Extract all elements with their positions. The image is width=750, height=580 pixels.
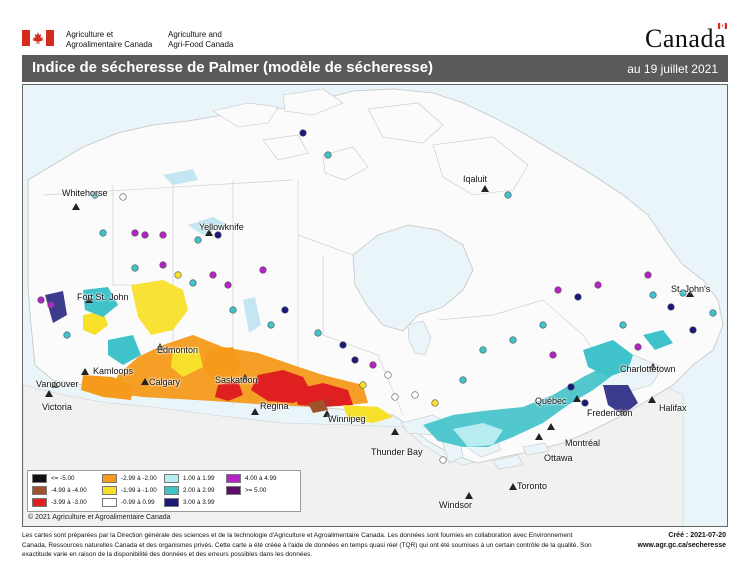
hudson-bay [352, 224, 474, 332]
copyright: © 2021 Agriculture et Agroalimentaire Ca… [28, 514, 171, 521]
canada-wordmark: Canada [645, 24, 726, 53]
legend-item: >= 5.00 [226, 486, 266, 495]
legend-item: 4.00 à 4.99 [226, 474, 277, 483]
legend-item: -2.99 à -2.00 [102, 474, 157, 483]
label-whitehorse: Whitehorse [62, 188, 108, 198]
label-vancouver: Vancouver [36, 379, 79, 389]
drought-areas [81, 280, 393, 423]
map-canvas [23, 88, 724, 526]
label-regina: Regina [260, 401, 289, 411]
label-kamloops: Kamloops [93, 366, 134, 376]
footnote: Les cartes sont préparées par la Directi… [22, 532, 592, 558]
james-bay [407, 320, 432, 356]
label-victoria: Victoria [42, 402, 72, 412]
label-charlottetown: Charlottetown [620, 364, 676, 374]
legend-item: 2.00 à 2.99 [164, 486, 215, 495]
legend-item: 3.00 à 3.99 [164, 498, 215, 507]
label-halifax: Halifax [659, 403, 687, 413]
city-markers [45, 185, 694, 499]
legend-item: -3.99 à -3.00 [32, 498, 87, 507]
label-windsor: Windsor [439, 500, 473, 510]
department-name-fr: Agriculture et Agroalimentaire Canada [66, 30, 153, 49]
northern-lakes [163, 169, 261, 333]
label-yellowknife: Yellowknife [199, 222, 244, 232]
label-edmonton: Edmonton [157, 345, 199, 355]
created-info: Créé : 2021-07-20 www.agr.gc.ca/secheres… [638, 531, 726, 551]
legend-item: <= -5.00 [32, 474, 74, 483]
map-title: Indice de sécheresse de Palmer (modèle d… [32, 59, 434, 76]
drought-map: Whitehorse Yellowknife Iqaluit Fort St. … [22, 84, 728, 527]
legend-item: -1.99 à -1.00 [102, 486, 157, 495]
label-toronto: Toronto [517, 481, 548, 491]
map-legend: <= -5.00 -4.99 à -4.00 -3.99 à -3.00 -2.… [27, 470, 301, 512]
wordmark-flag-icon [718, 23, 727, 29]
arctic-islands [212, 88, 529, 196]
label-montreal: Montréal [565, 438, 601, 448]
label-thunder-bay: Thunder Bay [371, 447, 423, 457]
label-fort-st-john: Fort St. John [77, 292, 129, 302]
label-quebec: Québec [535, 396, 567, 406]
label-saskatoon: Saskatoon [215, 375, 258, 385]
label-calgary: Calgary [149, 377, 181, 387]
label-iqaluit: Iqaluit [463, 174, 488, 184]
map-date: au 19 juillet 2021 [627, 62, 718, 76]
website-link[interactable]: www.agr.gc.ca/secheresse [637, 542, 726, 549]
canada-flag-icon [22, 30, 54, 46]
station-dots [37, 129, 717, 464]
label-ottawa: Ottawa [544, 453, 573, 463]
label-winnipeg: Winnipeg [328, 414, 366, 424]
wet-areas [45, 287, 673, 447]
legend-item: -0.99 à 0.99 [102, 498, 155, 507]
created-date: Créé : 2021-07-20 [668, 532, 726, 539]
label-st-johns: St. John's [671, 284, 711, 294]
header: Agriculture et Agroalimentaire Canada Agr… [0, 0, 750, 54]
department-name-en: Agriculture and Agri-Food Canada [168, 30, 234, 49]
legend-item: -4.99 à -4.00 [32, 486, 87, 495]
title-bar: Indice de sécheresse de Palmer (modèle d… [22, 55, 728, 82]
legend-item: 1.00 à 1.99 [164, 474, 215, 483]
label-fredericton: Fredericton [587, 408, 633, 418]
